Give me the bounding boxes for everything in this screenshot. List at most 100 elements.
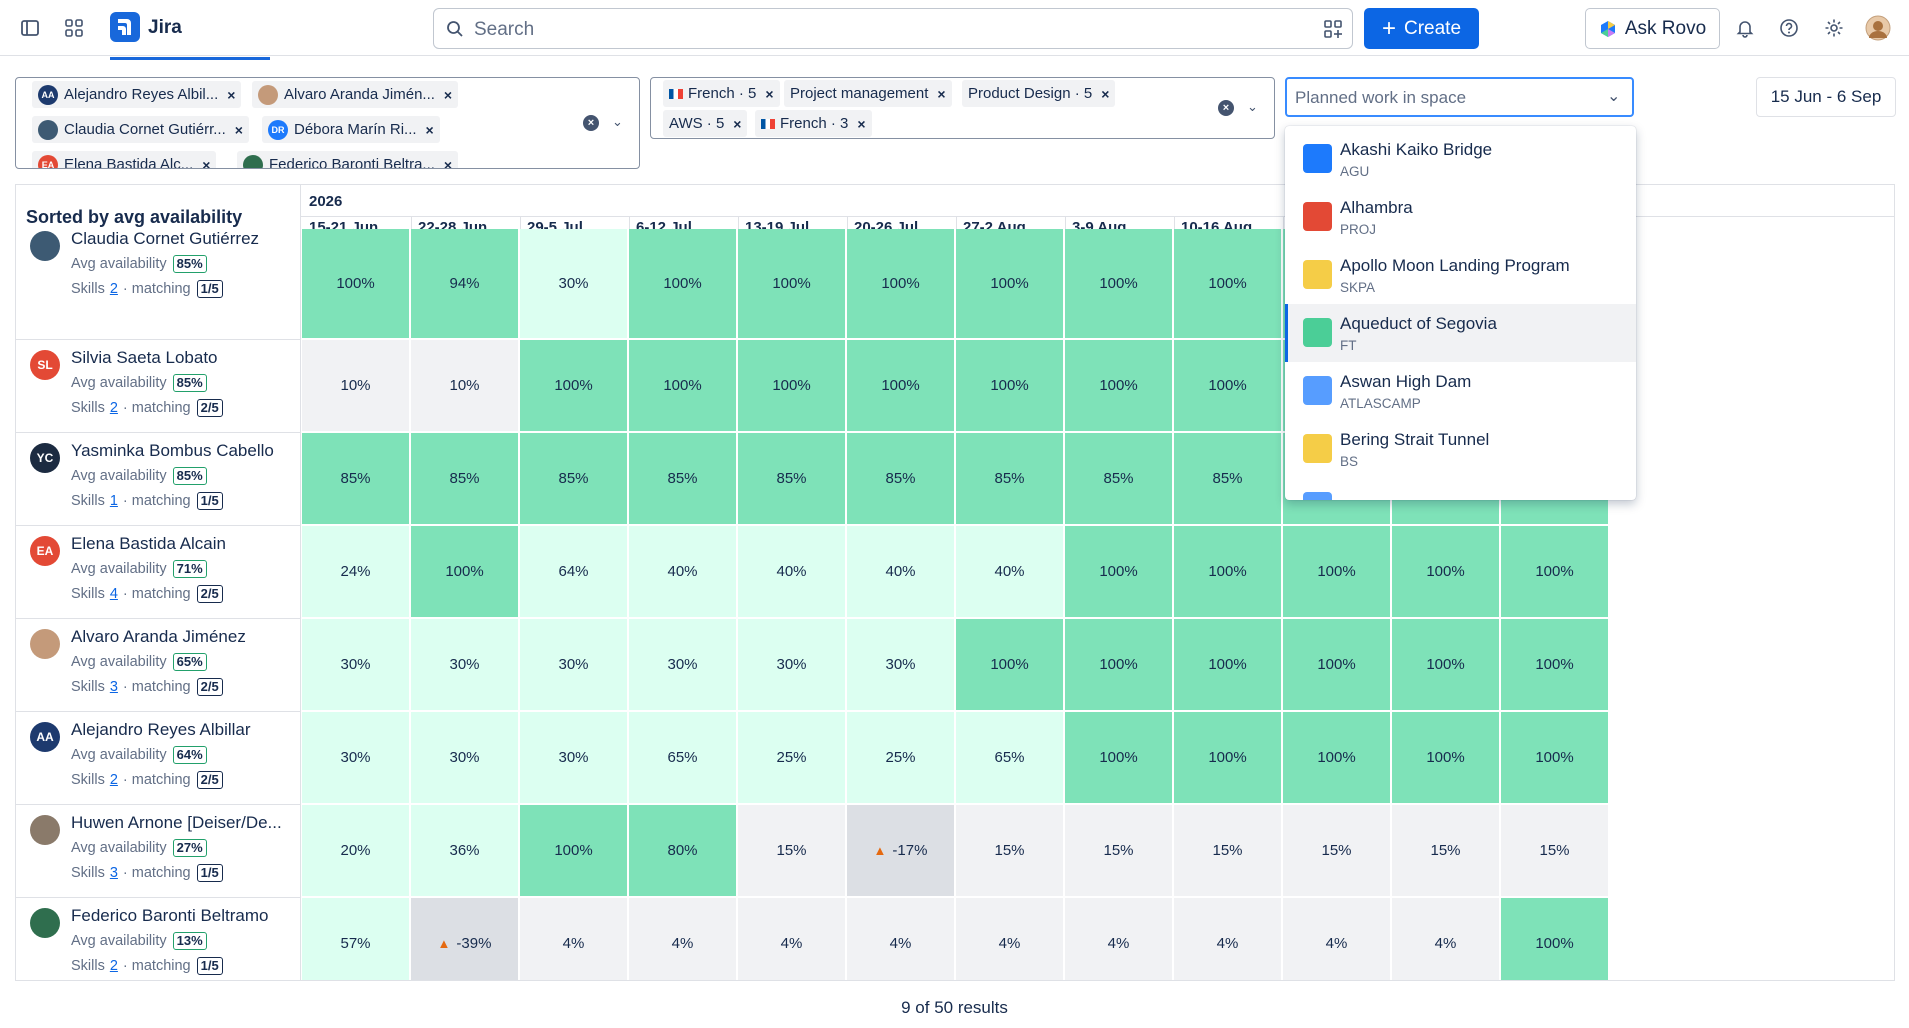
- availability-cell[interactable]: 30%: [738, 619, 847, 712]
- gear-icon[interactable]: [1820, 14, 1848, 42]
- availability-cell[interactable]: 25%: [738, 712, 847, 805]
- person-row-header[interactable]: Huwen Arnone [Deiser/De... Avg availabili…: [16, 805, 301, 898]
- availability-cell[interactable]: 100%: [1392, 712, 1501, 805]
- availability-cell[interactable]: 30%: [520, 619, 629, 712]
- availability-cell[interactable]: 30%: [302, 712, 411, 805]
- remove-icon[interactable]: ×: [425, 121, 434, 138]
- availability-cell[interactable]: ▲ -17%: [847, 805, 956, 898]
- availability-cell[interactable]: 64%: [520, 526, 629, 619]
- skills-count-link[interactable]: 3: [109, 679, 118, 695]
- availability-cell[interactable]: 85%: [738, 433, 847, 526]
- skills-count-link[interactable]: 2: [109, 400, 118, 416]
- availability-cell[interactable]: 100%: [629, 229, 738, 340]
- availability-cell[interactable]: 100%: [520, 340, 629, 433]
- availability-cell[interactable]: 100%: [1174, 229, 1283, 340]
- remove-icon[interactable]: ×: [443, 156, 453, 169]
- date-range-picker[interactable]: 15 Jun - 6 Sep: [1756, 77, 1896, 117]
- remove-icon[interactable]: ×: [234, 121, 243, 138]
- person-row-header[interactable]: Alvaro Aranda Jiménez Avg availability 65%…: [16, 619, 301, 712]
- availability-cell[interactable]: 30%: [411, 712, 520, 805]
- availability-cell[interactable]: 100%: [1283, 526, 1392, 619]
- skills-filter[interactable]: French · 5 × Project management × Product …: [650, 77, 1275, 139]
- person-name[interactable]: Yasminka Bombus Cabello: [71, 441, 274, 460]
- availability-cell[interactable]: 4%: [1283, 898, 1392, 980]
- skills-count-link[interactable]: 1: [109, 493, 118, 509]
- availability-cell[interactable]: 15%: [1392, 805, 1501, 898]
- availability-cell[interactable]: 100%: [302, 229, 411, 340]
- filter-icon[interactable]: [1324, 20, 1342, 38]
- availability-cell[interactable]: 100%: [1065, 229, 1174, 340]
- person-row-header[interactable]: Claudia Cornet Gutiérrez Avg availability…: [16, 229, 301, 340]
- person-name[interactable]: Huwen Arnone [Deiser/De...: [71, 813, 282, 832]
- availability-cell[interactable]: 100%: [1283, 712, 1392, 805]
- availability-cell[interactable]: 85%: [302, 433, 411, 526]
- availability-cell[interactable]: 100%: [738, 229, 847, 340]
- clear-skills-icon[interactable]: ×: [1218, 100, 1234, 116]
- space-option[interactable]: Aqueduct of Segovia FT: [1285, 304, 1636, 362]
- availability-cell[interactable]: 57%: [302, 898, 411, 980]
- availability-cell[interactable]: 100%: [847, 340, 956, 433]
- skills-count-link[interactable]: 2: [109, 772, 118, 788]
- space-option[interactable]: Aswan High Dam ATLASCAMP: [1285, 362, 1636, 420]
- planned-work-space-select[interactable]: Planned work in space ⌄: [1285, 77, 1634, 117]
- availability-cell[interactable]: 40%: [738, 526, 847, 619]
- availability-cell[interactable]: 85%: [956, 433, 1065, 526]
- person-row-header[interactable]: YC Yasminka Bombus Cabello Avg availabilit…: [16, 433, 301, 526]
- availability-cell[interactable]: 20%: [302, 805, 411, 898]
- availability-cell[interactable]: 4%: [738, 898, 847, 980]
- availability-cell[interactable]: 25%: [847, 712, 956, 805]
- availability-cell[interactable]: 85%: [1174, 433, 1283, 526]
- availability-cell[interactable]: 100%: [1392, 526, 1501, 619]
- availability-cell[interactable]: 100%: [520, 805, 629, 898]
- skills-count-link[interactable]: 2: [109, 281, 118, 297]
- availability-cell[interactable]: 36%: [411, 805, 520, 898]
- remove-icon[interactable]: ×: [857, 115, 866, 132]
- remove-icon[interactable]: ×: [202, 156, 211, 169]
- help-icon[interactable]: [1775, 14, 1803, 42]
- availability-cell[interactable]: 100%: [411, 526, 520, 619]
- availability-cell[interactable]: 30%: [629, 619, 738, 712]
- remove-icon[interactable]: ×: [765, 85, 774, 102]
- remove-icon[interactable]: ×: [443, 86, 453, 103]
- availability-cell[interactable]: 30%: [847, 619, 956, 712]
- availability-cell[interactable]: 100%: [1065, 712, 1174, 805]
- availability-cell[interactable]: 85%: [1065, 433, 1174, 526]
- sidebar-toggle-icon[interactable]: [16, 14, 44, 42]
- clear-people-icon[interactable]: ×: [583, 115, 599, 131]
- availability-cell[interactable]: 100%: [956, 229, 1065, 340]
- person-row-header[interactable]: AA Alejandro Reyes Albillar Avg availabili…: [16, 712, 301, 805]
- availability-cell[interactable]: 15%: [1283, 805, 1392, 898]
- availability-cell[interactable]: 40%: [956, 526, 1065, 619]
- people-filter[interactable]: AA Alejandro Reyes Albil... × Alvaro Aran…: [15, 77, 640, 169]
- availability-cell[interactable]: 100%: [956, 619, 1065, 712]
- availability-cell[interactable]: 100%: [1065, 340, 1174, 433]
- space-option[interactable]: Apollo Moon Landing Program SKPA: [1285, 246, 1636, 304]
- person-name[interactable]: Claudia Cornet Gutiérrez: [71, 229, 260, 248]
- availability-cell[interactable]: 15%: [738, 805, 847, 898]
- availability-cell[interactable]: 100%: [1501, 619, 1610, 712]
- availability-cell[interactable]: 100%: [1174, 619, 1283, 712]
- availability-cell[interactable]: 4%: [520, 898, 629, 980]
- availability-cell[interactable]: 100%: [1174, 526, 1283, 619]
- availability-cell[interactable]: 100%: [1065, 526, 1174, 619]
- availability-cell[interactable]: 85%: [847, 433, 956, 526]
- remove-icon[interactable]: ×: [937, 85, 946, 102]
- remove-icon[interactable]: ×: [733, 115, 742, 132]
- space-option[interactable]: Akashi Kaiko Bridge AGU: [1285, 130, 1636, 188]
- space-option[interactable]: Alhambra PROJ: [1285, 188, 1636, 246]
- person-name[interactable]: Alvaro Aranda Jiménez: [71, 627, 246, 646]
- availability-cell[interactable]: 100%: [1501, 898, 1610, 980]
- remove-icon[interactable]: ×: [227, 86, 236, 103]
- person-name[interactable]: Alejandro Reyes Albillar: [71, 720, 251, 739]
- availability-cell[interactable]: 10%: [302, 340, 411, 433]
- space-option[interactable]: Bering Strait Tunnel BS: [1285, 420, 1636, 478]
- availability-cell[interactable]: 15%: [956, 805, 1065, 898]
- skills-count-link[interactable]: 2: [109, 958, 118, 974]
- availability-cell[interactable]: 4%: [629, 898, 738, 980]
- availability-cell[interactable]: 100%: [1283, 619, 1392, 712]
- availability-cell[interactable]: 65%: [956, 712, 1065, 805]
- availability-cell[interactable]: 30%: [520, 712, 629, 805]
- availability-cell[interactable]: 40%: [847, 526, 956, 619]
- availability-cell[interactable]: 100%: [1392, 619, 1501, 712]
- availability-cell[interactable]: 4%: [1065, 898, 1174, 980]
